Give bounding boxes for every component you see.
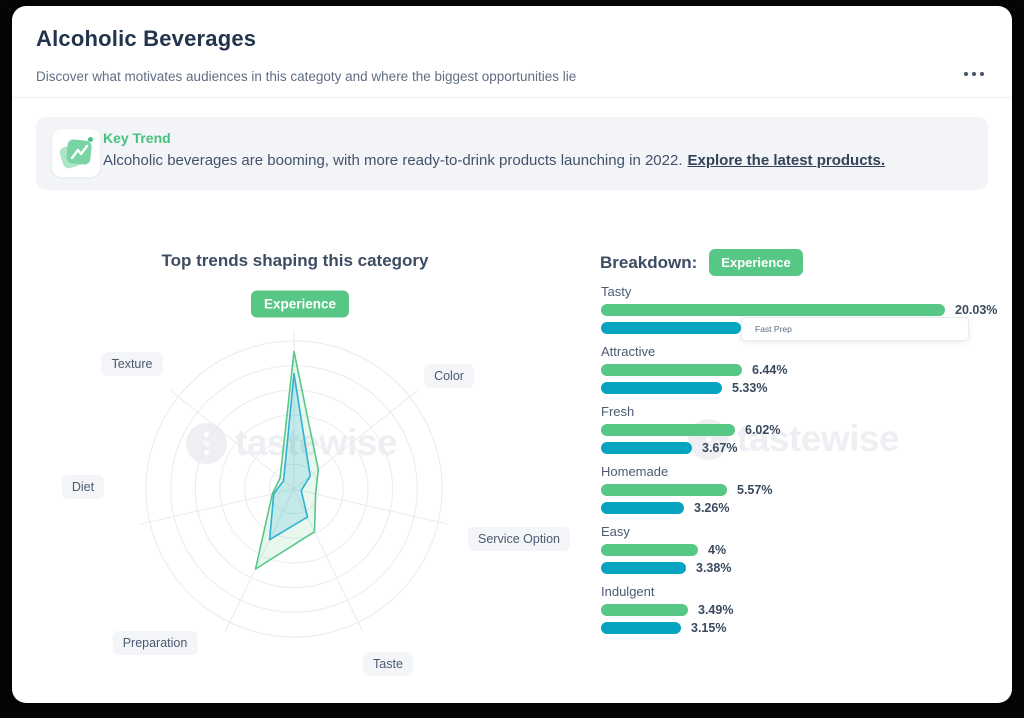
bar-row: 5.33%	[601, 381, 1001, 395]
bar-row: 20.03%	[601, 303, 1001, 317]
breakdown-heading: Breakdown:	[600, 252, 698, 272]
radar-axis-service-option[interactable]: Service Option	[468, 527, 570, 551]
bar-indulgent-teal[interactable]	[601, 622, 681, 634]
bar-value-label: 20.03%	[955, 303, 998, 317]
bar-row: 3.38%	[601, 561, 1001, 575]
key-trend-icon	[52, 129, 100, 177]
bar-fresh-teal[interactable]	[601, 442, 692, 454]
radar-spoke	[224, 488, 295, 632]
breakdown-row-easy: Easy 4% 3.38%	[601, 524, 1001, 575]
bar-value-label: 3.67%	[702, 441, 738, 455]
radar-axis-experience[interactable]: Experience	[250, 290, 350, 318]
radar-spoke	[139, 488, 295, 525]
page-title: Alcoholic Beverages	[36, 26, 257, 51]
bar-indulgent-green[interactable]	[601, 604, 688, 616]
category-label: Homemade	[601, 464, 669, 479]
bar-tooltip: Fast Prep	[741, 317, 969, 341]
radar-chart[interactable]	[124, 319, 464, 659]
bar-easy-teal[interactable]	[601, 562, 686, 574]
category-label: Indulgent	[601, 584, 655, 599]
bar-value-label: 4%	[708, 543, 727, 557]
bar-value-label: 3.49%	[698, 603, 734, 617]
trend-dot	[88, 137, 93, 142]
breakdown-header: Breakdown: Experience	[600, 249, 803, 276]
trend-line-icon	[70, 144, 89, 160]
radar-axis-color[interactable]: Color	[424, 364, 474, 388]
radar-title: Top trends shaping this category	[161, 251, 429, 270]
breakdown-row-fresh: Fresh 6.02% 3.67%	[601, 404, 1001, 455]
radar-axis-preparation[interactable]: Preparation	[112, 631, 198, 655]
radar-spoke	[293, 488, 449, 525]
bar-value-label: 3.15%	[691, 621, 727, 635]
bar-value-label: 6.02%	[745, 423, 781, 437]
bar-easy-green[interactable]	[601, 544, 698, 556]
breakdown-row-tasty: Tasty 20.03%	[601, 284, 1001, 334]
breakdown-row-indulgent: Indulgent 3.49% 3.15%	[601, 584, 1001, 635]
bar-fresh-green[interactable]	[601, 424, 735, 436]
bar-value-label: 3.38%	[696, 561, 732, 575]
key-trend-banner: Key Trend Alcoholic beverages are boomin…	[36, 117, 988, 190]
bar-row: 6.44%	[601, 363, 1001, 377]
category-label: Easy	[601, 524, 630, 539]
bar-homemade-teal[interactable]	[601, 502, 684, 514]
bar-row: 3.15%	[601, 621, 1001, 635]
key-trend-label: Key Trend	[103, 130, 171, 146]
bar-tasty-green[interactable]	[601, 304, 945, 316]
category-label: Tasty	[601, 284, 632, 299]
breakdown-selected-badge[interactable]: Experience	[709, 249, 803, 276]
radar-spoke	[293, 390, 418, 490]
radar-series-blue[interactable]	[268, 372, 311, 541]
bar-row: 5.57%	[601, 483, 1001, 497]
explore-products-link[interactable]: Explore the latest products.	[687, 152, 886, 169]
category-label: Attractive	[601, 344, 656, 359]
breakdown-bars: Tasty 20.03% Attractive 6.44% 5.33% Fresh 6.02…	[601, 284, 1001, 644]
tooltip-text: Fast Prep	[755, 324, 792, 334]
breakdown-row-attractive: Attractive 6.44% 5.33%	[601, 344, 1001, 395]
bar-attractive-green[interactable]	[601, 364, 742, 376]
bar-tasty-teal[interactable]	[601, 322, 741, 334]
breakdown-row-homemade: Homemade 5.57% 3.26%	[601, 464, 1001, 515]
category-label: Fresh	[601, 404, 635, 419]
radar-axis-taste[interactable]: Taste	[363, 652, 413, 676]
bar-value-label: 5.33%	[732, 381, 768, 395]
radar-spoke	[293, 488, 364, 632]
bar-row: 4%	[601, 543, 1001, 557]
bar-row: 3.26%	[601, 501, 1001, 515]
more-options-button[interactable]	[958, 66, 990, 82]
page-subtitle: Discover what motivates audiences in thi…	[36, 69, 577, 84]
key-trend-sentence: Alcoholic beverages are booming, with mo…	[103, 152, 683, 169]
bar-row: 6.02%	[601, 423, 1001, 437]
bar-value-label: 5.57%	[737, 483, 773, 497]
bar-row: 3.67%	[601, 441, 1001, 455]
bar-row	[601, 322, 1001, 334]
bar-homemade-green[interactable]	[601, 484, 727, 496]
radar-axis-texture[interactable]: Texture	[101, 352, 163, 376]
bar-attractive-teal[interactable]	[601, 382, 722, 394]
bar-row: 3.49%	[601, 603, 1001, 617]
key-trend-text: Alcoholic beverages are booming, with mo…	[103, 152, 885, 169]
bar-value-label: 3.26%	[694, 501, 730, 515]
radar-axis-diet[interactable]: Diet	[61, 475, 105, 499]
bar-value-label: 6.44%	[752, 363, 788, 377]
header-divider	[12, 97, 1012, 98]
radar-spoke	[170, 390, 295, 490]
